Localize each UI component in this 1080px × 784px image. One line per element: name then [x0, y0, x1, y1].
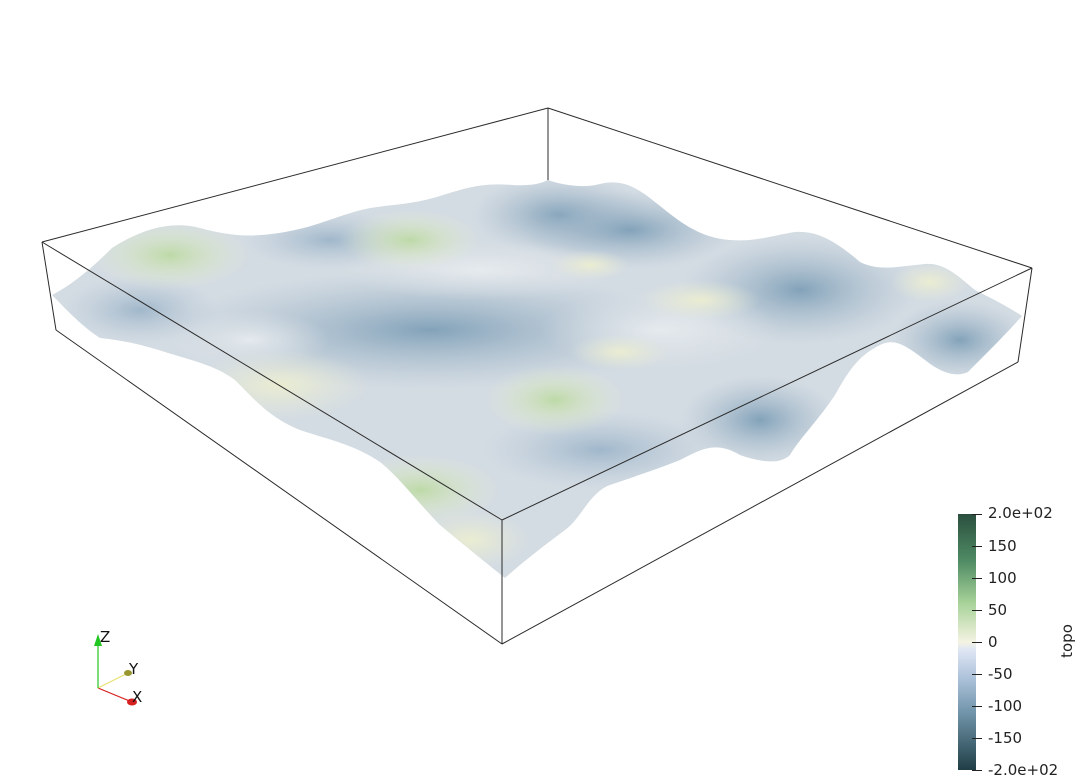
z-axis-label: Z	[100, 628, 111, 646]
colorbar-label-150: 150	[988, 537, 1017, 555]
colorbar-label-neg50: -50	[988, 665, 1013, 683]
orientation-axes-widget	[94, 634, 137, 706]
colorbar-tick	[972, 674, 982, 675]
colorbar-label-0: 0	[988, 633, 998, 651]
colorbar-title: topo	[1057, 624, 1076, 658]
x-axis-line	[97, 687, 133, 703]
terrain-surface[interactable]	[40, 170, 1040, 590]
colorbar-tick	[972, 706, 982, 707]
colorbar-tick	[972, 578, 982, 579]
colorbar-tick	[972, 610, 982, 611]
x-axis-label: X	[132, 688, 143, 706]
y-axis-line	[97, 672, 129, 689]
y-axis-label: Y	[129, 660, 139, 678]
colorbar-tick	[972, 546, 982, 547]
y-axis-arrowhead	[124, 670, 132, 676]
color-legend[interactable]	[958, 514, 978, 770]
bounding-box-front-edges	[41, 241, 1033, 645]
x-axis-arrowhead	[127, 698, 137, 706]
colorbar-label-min: -2.0e+02	[988, 761, 1059, 779]
colorbar-tick	[972, 770, 982, 771]
bounding-box-outline	[41, 107, 1033, 363]
colorbar-tick	[972, 738, 982, 739]
colorbar-label-100: 100	[988, 569, 1017, 587]
z-axis-arrowhead	[94, 634, 102, 646]
colorbar-tick	[972, 514, 982, 515]
colorbar-label-neg150: -150	[988, 729, 1023, 747]
colorbar-label-max: 2.0e+02	[988, 504, 1053, 522]
colorbar-label-neg100: -100	[988, 697, 1023, 715]
colorbar-label-50: 50	[988, 601, 1008, 619]
colorbar-tick	[972, 642, 982, 643]
